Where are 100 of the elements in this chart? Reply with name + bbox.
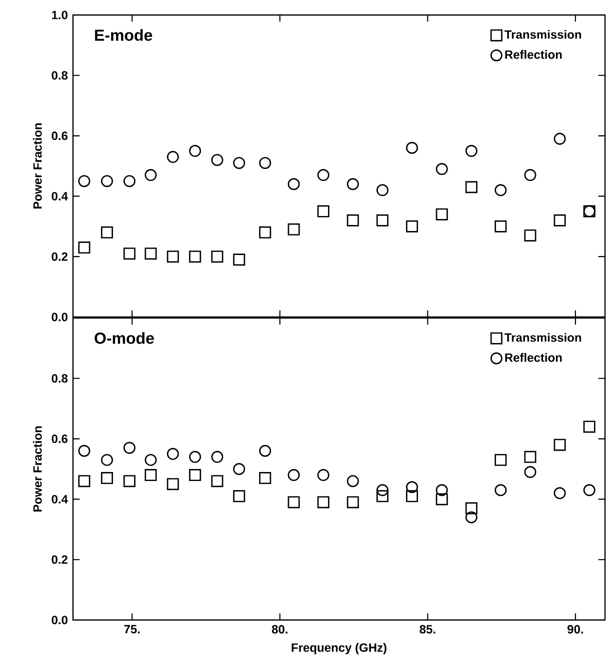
legend-label: Transmission [504,332,582,342]
point [406,481,418,494]
point [436,208,448,220]
point [524,229,536,242]
point [494,220,507,232]
point [524,450,536,463]
point [100,472,113,484]
point [465,144,478,157]
point [123,442,136,454]
point [211,250,224,263]
point [346,214,359,226]
legend-label: Reflection [505,353,562,362]
point [406,142,418,154]
point [78,444,90,457]
point [465,181,478,194]
y-tick-label: 0.2 [52,555,68,564]
point [346,475,359,488]
point [233,462,246,475]
y-tick-label: 0.2 [52,252,68,261]
point [166,448,179,460]
y-tick-label: 0.8 [52,71,68,80]
y-tick-label: 0.8 [52,374,68,383]
y-tick-label: 0.0 [52,616,68,624]
point [524,466,536,478]
point [123,175,136,188]
point [376,214,388,226]
point [317,205,330,218]
point [406,490,418,502]
point [78,175,90,188]
point [189,250,202,263]
point [211,475,224,488]
point [288,469,300,482]
point [583,420,596,433]
point [465,502,478,514]
x-tick-label: 90. [568,625,583,634]
point [144,469,157,482]
y-tick-label: 0.4 [52,192,68,200]
point [346,178,359,190]
point [376,490,388,502]
point [189,144,202,157]
point [259,226,272,238]
point [123,248,136,260]
point [346,496,359,508]
text: O-mode [94,332,154,344]
point [317,496,330,508]
point [583,484,596,496]
point [317,169,330,182]
point [100,175,113,188]
point [317,469,330,482]
x-tick-label: 80. [272,625,288,634]
point [524,169,536,182]
point [436,484,448,496]
point [376,184,388,196]
point [494,484,507,496]
x-tick-label: 85. [420,625,436,634]
y-tick-label: 0.0 [52,312,68,322]
point [376,484,388,496]
point [554,214,566,226]
y-tick-label: 1.0 [52,10,68,20]
point [554,132,566,145]
point [144,454,157,466]
point [436,493,448,506]
x-axis-title: Frequency (GHz) [292,643,386,654]
point [166,250,179,263]
y-tick-label: 0.4 [52,494,68,504]
point [259,444,272,457]
point [288,496,300,508]
point [189,450,202,463]
point [406,220,418,232]
point [259,472,272,484]
point [166,478,179,490]
legend-label: Reflection [505,50,562,59]
legend-label: Transmission [504,30,582,39]
point [288,223,300,236]
text: E-mode [95,29,152,41]
point [123,475,136,488]
point [211,154,224,166]
point [78,475,90,488]
point [288,178,300,190]
point [494,454,507,466]
point [144,248,157,260]
x-tick-label: 75. [124,625,140,634]
point [494,184,507,196]
point [436,163,448,176]
point [189,469,202,482]
point [233,156,246,169]
point [78,242,90,254]
y-axis-title: Power Fraction [32,123,42,209]
y-tick-label: 0.6 [52,132,68,140]
y-axis-title: Power Fraction [32,426,42,512]
y-tick-label: 0.6 [52,434,68,444]
point [233,490,246,502]
point [100,226,113,238]
point [211,450,224,463]
point [233,254,246,266]
point [554,438,566,451]
point [554,487,566,500]
point [259,156,272,169]
point [465,511,478,524]
point [144,169,157,182]
